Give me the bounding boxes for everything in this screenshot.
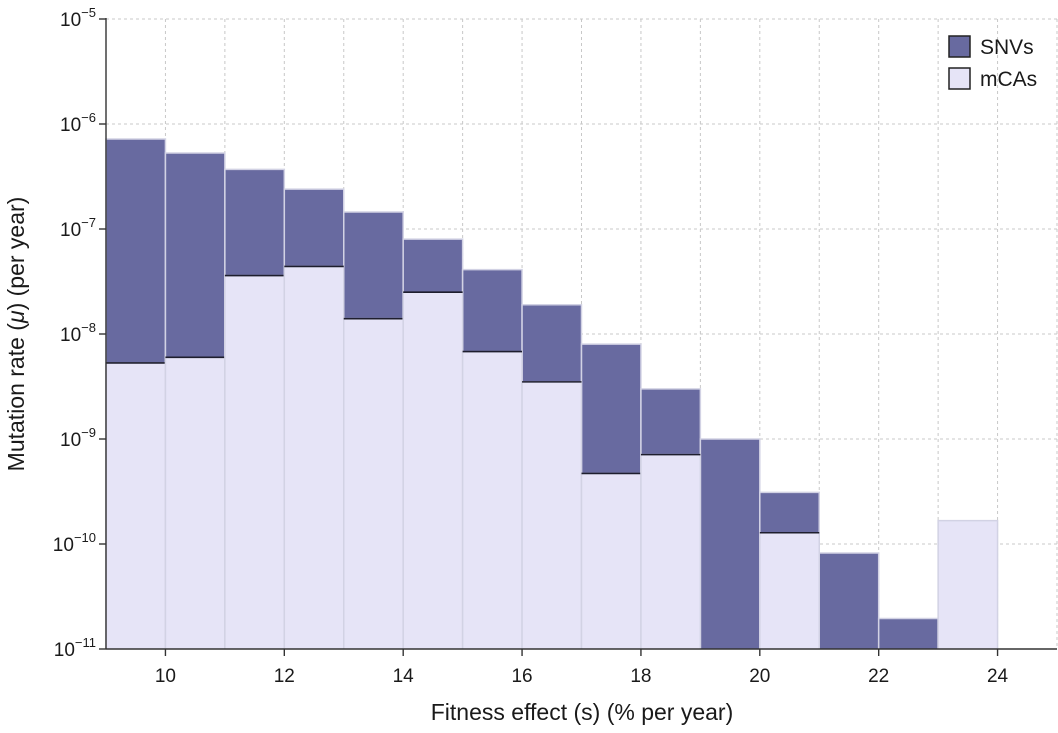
x-tick-label: 24 (987, 666, 1009, 687)
mca-bar-14 (403, 292, 463, 649)
mca-bar-10 (165, 357, 225, 649)
mca-bar-20 (759, 532, 820, 649)
y-tick-label: 10−8 (60, 320, 96, 346)
mca-bar-17 (581, 473, 641, 649)
y-tick-label-exponent: −9 (81, 425, 96, 440)
y-tick-label-exponent: −11 (75, 635, 96, 650)
mca-bar-18 (640, 454, 701, 649)
y-tick-label-base: 10 (60, 10, 81, 31)
x-tick-label: 14 (393, 666, 415, 687)
y-tick-label: 10−5 (60, 5, 96, 31)
legend-swatch-mcas (948, 67, 971, 90)
mca-bar-9 (106, 362, 166, 649)
y-tick-label: 10−10 (53, 530, 96, 556)
x-axis-title: Fitness effect (s) (% per year) (431, 699, 734, 725)
y-axis-title-symbol: μ (3, 310, 29, 324)
y-tick-label: 10−6 (60, 110, 96, 136)
x-tick-label: 16 (511, 666, 532, 687)
snv-bar-22 (878, 618, 939, 649)
y-tick-label: 10−7 (60, 215, 96, 241)
x-tick-label: 18 (630, 666, 651, 687)
y-tick-label-exponent: −5 (81, 5, 96, 20)
y-tick-label-base: 10 (53, 535, 74, 556)
y-tick-label: 10−11 (54, 635, 96, 661)
y-tick-label: 10−9 (60, 425, 96, 451)
x-tick-label: 12 (274, 666, 295, 687)
y-tick-label-base: 10 (60, 220, 81, 241)
mca-bar-11 (224, 275, 285, 649)
snv-bar-21 (819, 553, 879, 649)
bars-layer (105, 138, 999, 650)
y-tick-label-exponent: −7 (81, 215, 96, 230)
y-axis-title: Mutation rate (μ) (per year) (3, 197, 29, 472)
x-tick-label: 20 (749, 666, 770, 687)
y-tick-label-base: 10 (60, 325, 81, 346)
legend: SNVs mCAs (948, 35, 1037, 91)
mca-bar-12 (284, 266, 344, 649)
y-tick-label-base: 10 (54, 640, 75, 661)
snv-bar-19 (700, 439, 760, 649)
legend-label-snvs: SNVs (980, 36, 1034, 59)
y-tick-label-base: 10 (60, 430, 81, 451)
y-axis-title-suffix: ) (per year) (3, 197, 29, 311)
y-tick-label-exponent: −10 (74, 530, 96, 545)
mca-bar-edge-23 (937, 519, 999, 649)
y-axis-title-prefix: Mutation rate ( (3, 323, 29, 472)
y-tick-label-exponent: −8 (81, 320, 96, 335)
mca-bar-23 (938, 520, 998, 649)
mca-bar-13 (343, 318, 404, 649)
mca-bar-16 (522, 381, 582, 649)
legend-label-mcas: mCAs (980, 68, 1037, 91)
x-tick-label: 10 (155, 666, 176, 687)
labels-layer: Fitness effect (s) (% per year) Mutation… (3, 197, 733, 725)
y-tick-label-base: 10 (60, 115, 81, 136)
mca-bar-15 (462, 351, 523, 649)
legend-swatch-snvs (948, 35, 971, 58)
x-tick-label: 22 (868, 666, 889, 687)
y-tick-label-exponent: −6 (81, 110, 96, 125)
